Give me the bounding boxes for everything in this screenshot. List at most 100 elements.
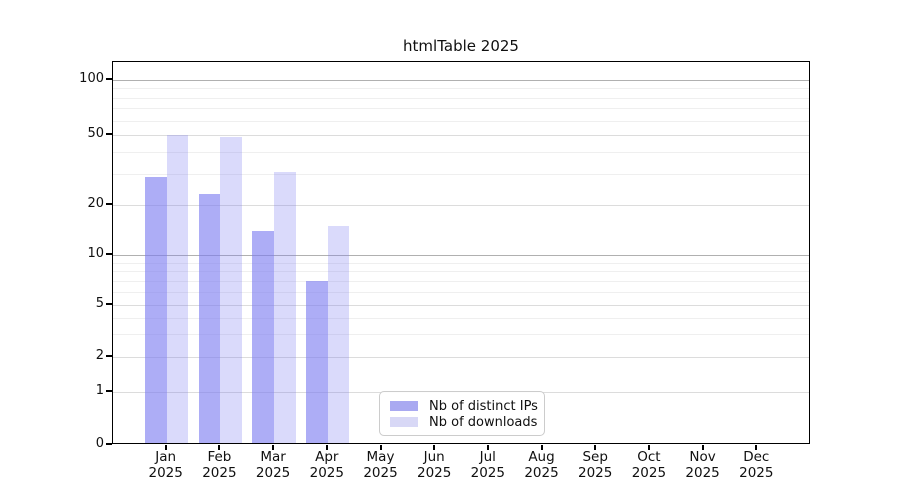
gridline-5 — [113, 305, 809, 306]
y-tick-10 — [106, 253, 112, 255]
x-tick-nov — [701, 445, 704, 450]
x-tick-oct — [647, 445, 650, 450]
y-tick-label-50: 50 — [87, 126, 104, 141]
x-tick-year-sep: 2025 — [578, 465, 613, 481]
y-tick-label-100: 100 — [79, 71, 104, 86]
bar-mar-downloads — [274, 171, 296, 443]
plot-area — [112, 61, 810, 444]
x-tick-month-jul: Jul — [479, 449, 496, 465]
y-tick-label-2: 2 — [95, 348, 104, 363]
x-tick-label-jul: Jul 2025 — [456, 449, 520, 481]
x-tick-month-aug: Aug — [528, 449, 555, 465]
x-tick-jun — [433, 445, 436, 450]
legend-swatch-distinct-ips — [390, 401, 418, 411]
gridline-minor-8 — [113, 271, 809, 273]
x-tick-month-nov: Nov — [689, 449, 716, 465]
gridline-minor-7 — [113, 280, 809, 282]
x-tick-year-oct: 2025 — [631, 465, 667, 481]
x-tick-year-dec: 2025 — [739, 465, 774, 481]
y-tick-label-1: 1 — [95, 383, 104, 398]
legend-label-downloads: Nb of downloads — [429, 414, 538, 430]
x-tick-jan — [164, 445, 167, 450]
bar-apr-downloads — [327, 225, 350, 443]
y-tick-label-10: 10 — [87, 246, 104, 261]
legend-label-distinct-ips: Nb of distinct IPs — [429, 398, 538, 414]
x-tick-label-aug: Aug 2025 — [510, 449, 574, 481]
bar-mar-distinct-ips — [252, 230, 275, 443]
x-tick-year-may: 2025 — [363, 465, 398, 481]
x-tick-label-mar: Mar 2025 — [241, 449, 305, 481]
gridline-100 — [113, 80, 809, 81]
y-tick-label-5: 5 — [95, 296, 104, 311]
x-tick-label-dec: Dec 2025 — [724, 449, 788, 481]
x-tick-may — [379, 445, 382, 450]
x-tick-label-may: May 2025 — [349, 449, 413, 481]
x-tick-month-sep: Sep — [582, 449, 608, 465]
x-tick-month-may: May — [366, 449, 395, 465]
x-tick-label-sep: Sep 2025 — [563, 449, 627, 481]
y-tick-5 — [106, 303, 112, 305]
gridline-50 — [113, 135, 809, 136]
x-tick-label-jan: Jan 2025 — [134, 449, 198, 481]
x-tick-dec — [755, 445, 758, 450]
x-tick-feb — [218, 445, 221, 450]
y-tick-20 — [106, 203, 112, 205]
x-tick-month-dec: Dec — [743, 449, 770, 465]
plot-canvas — [113, 62, 809, 443]
legend: Nb of distinct IPs Nb of downloads — [379, 391, 545, 436]
x-tick-mar — [272, 445, 275, 450]
gridline-20 — [113, 205, 809, 206]
y-tick-2 — [106, 355, 112, 357]
x-tick-month-feb: Feb — [207, 449, 232, 465]
x-tick-year-jun: 2025 — [417, 465, 452, 481]
x-tick-jul — [486, 445, 489, 450]
x-tick-label-oct: Oct 2025 — [617, 449, 681, 481]
x-tick-month-jan: Jan — [155, 449, 177, 465]
chart-title: htmlTable 2025 — [403, 37, 519, 55]
x-tick-apr — [325, 445, 328, 450]
gridline-minor-4 — [113, 317, 809, 319]
gridline-minor-40 — [113, 152, 809, 153]
x-tick-year-jul: 2025 — [470, 465, 505, 481]
bar-jan-downloads — [166, 135, 189, 443]
gridline-minor-3 — [113, 334, 809, 335]
legend-item-distinct-ips: Nb of distinct IPs — [390, 398, 538, 414]
legend-item-downloads: Nb of downloads — [390, 414, 538, 430]
gridline-minor-70 — [113, 108, 809, 110]
y-tick-0 — [106, 442, 112, 445]
x-tick-month-oct: Oct — [637, 449, 661, 465]
x-tick-month-apr: Apr — [315, 449, 339, 465]
x-tick-year-feb: 2025 — [202, 465, 237, 481]
x-tick-sep — [594, 445, 597, 450]
x-tick-label-feb: Feb 2025 — [187, 449, 251, 481]
gridline-minor-9 — [113, 262, 809, 264]
x-tick-label-nov: Nov 2025 — [671, 449, 735, 481]
y-tick-100 — [106, 78, 112, 80]
y-tick-1 — [106, 390, 112, 392]
x-tick-month-mar: Mar — [260, 449, 286, 465]
x-tick-year-aug: 2025 — [524, 465, 559, 481]
x-tick-label-jun: Jun 2025 — [402, 449, 466, 481]
bar-jan-distinct-ips — [145, 176, 167, 443]
y-tick-label-20: 20 — [87, 196, 104, 211]
legend-swatch-downloads — [390, 417, 418, 427]
gridline-minor-90 — [113, 88, 809, 90]
bar-feb-downloads — [220, 136, 243, 443]
x-tick-year-jan: 2025 — [148, 465, 183, 481]
y-tick-label-0: 0 — [95, 435, 104, 451]
gridline-minor-60 — [113, 120, 809, 122]
gridline-minor-6 — [113, 291, 809, 293]
gridline-2 — [113, 357, 809, 358]
bar-apr-distinct-ips — [306, 280, 328, 443]
x-tick-year-apr: 2025 — [309, 465, 344, 481]
x-tick-month-jun: Jun — [423, 449, 445, 465]
bar-feb-distinct-ips — [198, 194, 221, 443]
x-tick-aug — [540, 445, 543, 450]
gridline-minor-30 — [113, 174, 809, 175]
gridline-minor-80 — [113, 97, 809, 99]
gridline-10 — [113, 255, 809, 256]
x-tick-label-apr: Apr 2025 — [295, 449, 359, 481]
y-tick-50 — [106, 133, 112, 135]
x-tick-year-mar: 2025 — [255, 465, 291, 481]
